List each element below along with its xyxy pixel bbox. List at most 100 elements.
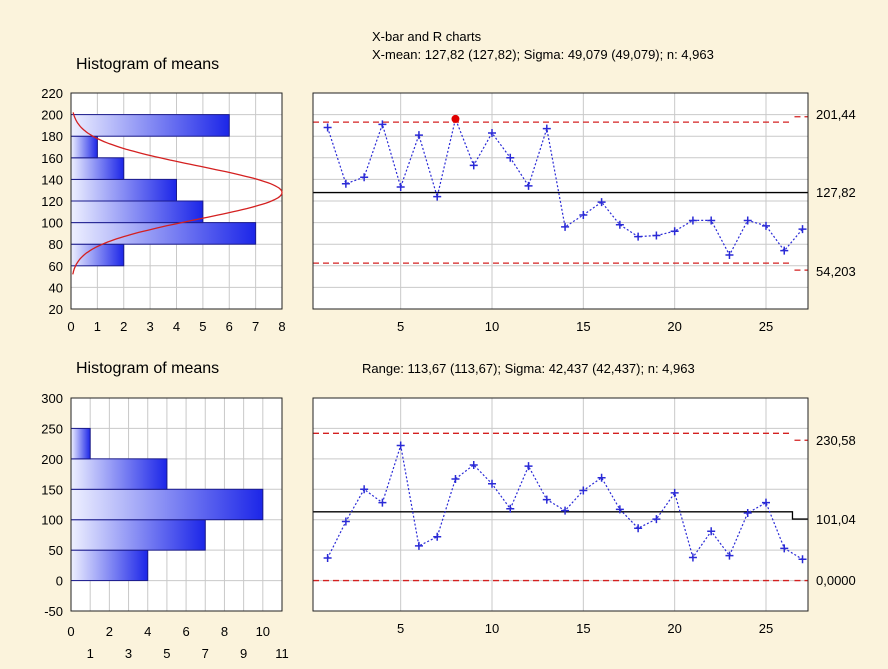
range-chart-plot-area [312,397,809,612]
x-tick-label: 7 [202,646,209,661]
xbar-chart-subtitle: X-mean: 127,82 (127,82); Sigma: 49,079 (… [372,47,714,62]
x-tick-label: 7 [252,319,259,334]
data-point-marker [360,173,369,182]
histogram-bar [70,178,177,202]
control-limit-value-label: 127,82 [816,185,856,200]
data-point-marker [433,192,442,201]
y-tick-label: 150 [41,482,63,497]
histogram-bar [70,243,125,267]
x-tick-label: 3 [125,646,132,661]
data-point-marker [396,441,405,450]
data-point-marker [670,488,679,497]
histogram-bar [70,157,125,180]
x-tick-label: 3 [147,319,154,334]
data-point-marker [579,211,588,220]
histogram-frame [70,397,283,612]
x-tick-label: 5 [397,621,404,636]
data-point-marker [743,509,752,518]
center-line [313,511,808,520]
x-tick-label: 2 [120,319,127,334]
y-tick-label: 100 [41,513,63,528]
data-point-marker [341,517,350,526]
out-of-control-point [451,114,460,123]
x-tick-label: 4 [144,624,151,639]
data-point-marker [469,460,478,469]
histogram-bar [70,200,204,224]
data-point-marker [414,131,423,140]
x-tick-label: 5 [199,319,206,334]
data-point-marker [798,225,807,234]
data-point-marker [615,505,624,514]
y-tick-label: 160 [41,151,63,166]
data-point-marker [488,128,497,137]
data-point-marker [488,479,497,488]
x-tick-label: 0 [67,319,74,334]
data-point-marker [634,232,643,241]
control-limit-value-label: 0,0000 [816,573,856,588]
y-tick-label: 60 [49,259,63,274]
data-point-marker [323,123,332,132]
xbar-chart: 5 10 15 20 25 201,44 127,82 54,203 [312,92,856,334]
data-point-marker [561,506,570,515]
control-limit-value-label: 54,203 [816,264,856,279]
x-tick-label: 25 [759,621,773,636]
x-tick-label: 20 [667,319,681,334]
data-point-marker [670,227,679,236]
x-tick-label: 10 [485,621,499,636]
data-point-marker [561,222,570,231]
data-point-marker [396,182,405,191]
y-tick-label: 50 [49,543,63,558]
histogram-bar [70,135,98,159]
data-series-line [327,116,803,257]
data-point-marker [341,179,350,188]
y-tick-label: 20 [49,302,63,317]
histogram-frame [70,92,283,310]
chart-frame [312,397,809,612]
data-point-marker [761,498,770,507]
data-point-marker [725,551,734,560]
data-point-marker [652,231,661,240]
data-point-marker [743,216,752,225]
y-tick-label: 180 [41,129,63,144]
x-tick-label: 6 [226,319,233,334]
x-tick-label: 15 [576,621,590,636]
data-point-marker [506,504,515,513]
data-point-marker [652,515,661,524]
range-chart-subtitle: Range: 113,67 (113,67); Sigma: 42,437 (4… [362,361,695,376]
data-point-marker [469,161,478,170]
data-point-marker [414,541,423,550]
histogram-bar [70,458,168,490]
histogram-title-bottom: Histogram of means [76,360,219,377]
y-tick-label: 220 [41,86,63,101]
x-tick-label: 20 [667,621,681,636]
y-tick-label: 140 [41,172,63,187]
data-point-marker [688,553,697,562]
y-tick-label: 100 [41,216,63,231]
x-tick-label: 15 [576,319,590,334]
histogram-bar [70,222,257,245]
y-tick-label: 80 [49,237,63,252]
x-tick-label: 0 [67,624,74,639]
x-tick-label: 2 [106,624,113,639]
data-point-marker [798,555,807,564]
x-tick-label: 1 [87,646,94,661]
x-tick-label: 8 [278,319,285,334]
data-point-marker [433,532,442,541]
data-point-marker [524,462,533,471]
range-chart: 5 10 15 20 25 230,58 101,04 0,0000 [312,397,856,636]
x-tick-label: 1 [94,319,101,334]
data-point-marker [360,485,369,494]
histogram-top: 20 40 60 80 100 120 140 160 180 200 220 0 1 2 3 4 5 6 7 8 [41,86,285,334]
data-point-marker [634,524,643,533]
x-tick-label: 11 [275,646,289,661]
normal-distribution-curve [72,112,283,275]
histogram-bar [70,114,230,137]
control-limit-value-label: 201,44 [816,107,856,122]
y-tick-label: 0 [56,574,63,589]
histogram-bar [70,427,91,460]
data-point-marker [542,495,551,504]
histogram-title-top: Histogram of means [76,56,219,73]
data-point-marker [707,216,716,225]
data-point-marker [323,554,332,563]
